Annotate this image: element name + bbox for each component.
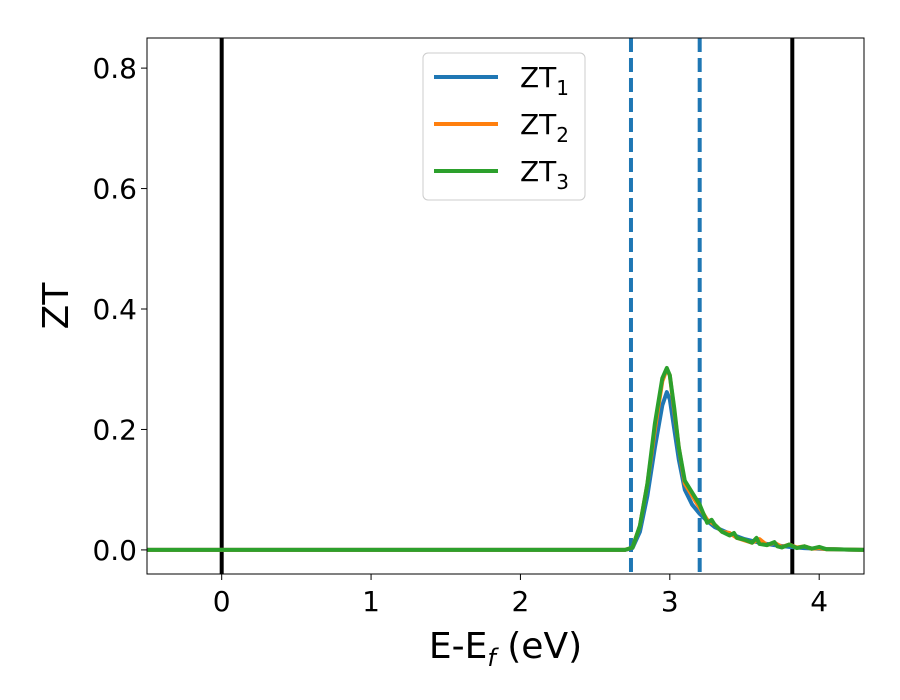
y-axis: 0.0 0.2 0.4 0.6 0.8: [92, 52, 147, 567]
x-axis: 0 1 2 3 4: [213, 574, 828, 618]
series-line-1: [147, 390, 864, 552]
y-tick-label-3: 0.6: [92, 173, 137, 206]
series-line-3: [147, 366, 864, 552]
y-tick-label-1: 0.2: [92, 413, 137, 446]
y-tick-label-2: 0.4: [92, 293, 137, 326]
reference-lines: [219, 38, 795, 574]
y-tick-label-4: 0.8: [92, 52, 137, 85]
x-axis-label-unit: (eV): [496, 626, 582, 667]
plot-frame: [146, 37, 865, 575]
legend: ZT1 ZT2 ZT3: [422, 52, 586, 201]
y-axis-label: ZT: [36, 282, 77, 330]
legend-box: [422, 52, 586, 201]
x-tick-label-0: 0: [213, 585, 231, 618]
x-axis-label: E-Ef (eV): [429, 626, 582, 672]
series-line-2: [147, 367, 864, 552]
legend-label-3: ZT3: [520, 155, 569, 194]
series-layer: [147, 366, 864, 552]
x-tick-label-3: 3: [661, 585, 679, 618]
y-tick-label-0: 0.0: [92, 534, 137, 567]
legend-label-1: ZT1: [520, 61, 569, 100]
x-tick-label-1: 1: [362, 585, 380, 618]
x-tick-label-2: 2: [512, 585, 530, 618]
legend-label-2: ZT2: [520, 108, 569, 147]
x-tick-label-4: 4: [810, 585, 828, 618]
x-axis-label-main: E-E: [429, 626, 487, 667]
